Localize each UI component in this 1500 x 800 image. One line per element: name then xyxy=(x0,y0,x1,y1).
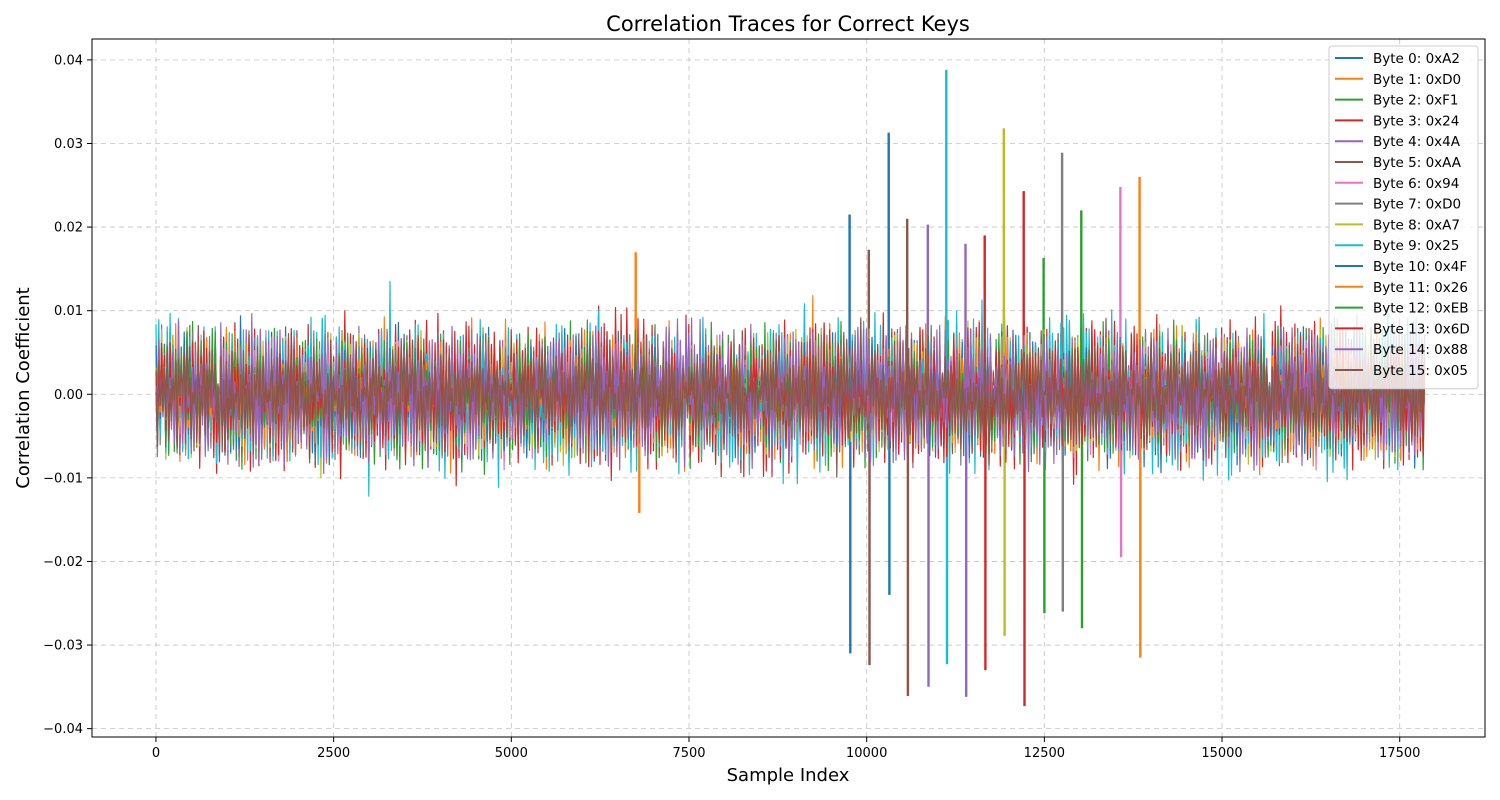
series-peak xyxy=(1022,191,1026,707)
y-tick-label: −0.02 xyxy=(43,555,83,570)
x-tick-label: 10000 xyxy=(846,746,887,761)
y-tick-label: −0.04 xyxy=(43,722,83,737)
series-layer xyxy=(155,69,1426,707)
x-tick-label: 2500 xyxy=(317,746,350,761)
x-tick-label: 7500 xyxy=(672,746,705,761)
series-peak xyxy=(1002,128,1006,636)
series-peak xyxy=(867,249,871,666)
legend-entry: Byte 10: 0x4F xyxy=(1373,259,1467,275)
x-tick-label: 5000 xyxy=(495,746,528,761)
chart-title: Correlation Traces for Correct Keys xyxy=(606,12,970,36)
legend-entry: Byte 3: 0x24 xyxy=(1373,113,1459,129)
legend-entry: Byte 11: 0x26 xyxy=(1373,280,1468,296)
legend-entry: Byte 8: 0xA7 xyxy=(1373,217,1460,233)
legend-entry: Byte 6: 0x94 xyxy=(1373,176,1459,192)
y-tick-label: 0.01 xyxy=(54,304,83,319)
x-axis-label: Sample Index xyxy=(727,765,850,786)
legend-entry: Byte 7: 0xD0 xyxy=(1373,197,1461,213)
legend-entry: Byte 0: 0xA2 xyxy=(1373,51,1460,67)
legend-entry: Byte 15: 0x05 xyxy=(1373,363,1468,379)
y-tick-label: 0.00 xyxy=(54,388,83,403)
legend-entry: Byte 12: 0xEB xyxy=(1373,301,1469,317)
series-peak xyxy=(983,235,987,671)
plot-frame xyxy=(91,38,1486,738)
x-axis: 0 2500 5000 7500 10000 12500 15000 17500 xyxy=(152,737,1420,761)
x-tick-label: 15000 xyxy=(1201,746,1242,761)
y-tick-label: 0.04 xyxy=(54,53,83,68)
legend-entry: Byte 9: 0x25 xyxy=(1373,238,1459,254)
series-peak xyxy=(1042,258,1046,614)
x-tick-label: 17500 xyxy=(1379,746,1420,761)
series-peak xyxy=(906,218,910,696)
legend-entry: Byte 2: 0xF1 xyxy=(1373,93,1459,109)
series-peak xyxy=(926,224,930,687)
x-tick-label: 12500 xyxy=(1024,746,1065,761)
legend: Byte 0: 0xA2 Byte 1: 0xD0 Byte 2: 0xF1 Byte… xyxy=(1328,45,1479,390)
legend-entry: Byte 1: 0xD0 xyxy=(1373,72,1461,88)
y-tick-label: −0.03 xyxy=(43,639,83,654)
legend-entry: Byte 5: 0xAA xyxy=(1373,155,1462,171)
legend-box xyxy=(1328,45,1479,390)
x-tick-label: 0 xyxy=(152,746,160,761)
series-peak xyxy=(964,243,968,697)
legend-entry: Byte 13: 0x6D xyxy=(1373,321,1470,337)
series-peak xyxy=(1138,176,1142,658)
y-axis-label: Correlation Coefficient xyxy=(13,287,34,488)
legend-entry: Byte 4: 0x4A xyxy=(1373,134,1461,150)
y-axis: −0.04 −0.03 −0.02 −0.01 0.00 0.01 0.02 0.03 0.04 xyxy=(43,53,92,737)
series-line xyxy=(155,317,1426,466)
legend-entry: Byte 14: 0x88 xyxy=(1373,342,1468,358)
y-tick-label: 0.02 xyxy=(54,221,83,236)
y-tick-label: 0.03 xyxy=(54,137,83,152)
y-tick-label: −0.01 xyxy=(43,471,83,486)
